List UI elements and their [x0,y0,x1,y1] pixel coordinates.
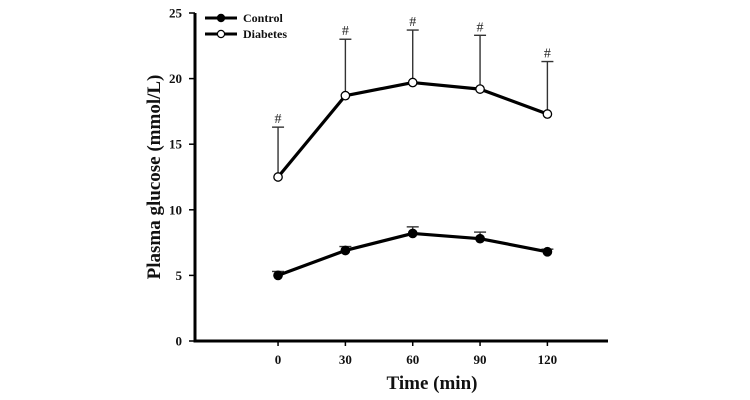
control-data-point [542,246,553,257]
y-axis-title: Plasma glucose (mmol/L) [144,75,165,280]
x-tick-label: 120 [538,352,558,367]
legend-control-marker [216,13,226,23]
y-tick-label: 15 [169,137,183,152]
diabetes-data-point [475,84,485,94]
legend-diabetes-label: Diabetes [243,27,287,41]
diabetes-significance-mark: # [275,112,282,127]
diabetes-data-point [542,109,553,119]
diabetes-significance-mark: # [544,47,551,62]
diabetes-significance-mark: # [409,15,416,30]
error-bars [272,29,554,276]
diabetes-data-point [407,77,418,88]
x-tick-label: 30 [339,352,352,367]
diabetes-data-point [340,90,351,101]
y-tick-label: 10 [169,202,182,217]
y-tick-label: 0 [176,334,183,349]
y-tick-label: 20 [169,71,182,86]
control-data-point [273,270,283,281]
x-axis-title: Time (min) [387,373,478,394]
control-data-point [340,245,351,256]
diabetes-data-point [273,172,283,182]
x-tick-label: 0 [275,352,282,367]
x-tick-label: 90 [474,352,487,367]
control-data-point [407,228,418,239]
y-tick-label: 25 [169,6,183,21]
diabetes-series-line [276,80,548,179]
legend: Control Diabetes [205,11,287,41]
legend-control-label: Control [243,11,283,25]
control-data-point [475,233,485,244]
series-markers [273,77,553,281]
axes: 0 5 10 15 20 25 0 30 60 90 120 [169,6,608,367]
y-tick-label: 5 [176,268,183,283]
significance-marks: # # # # # [275,15,551,127]
diabetes-significance-mark: # [477,20,484,35]
series-lines [276,80,548,277]
control-series-line [277,231,548,277]
x-tick-label: 60 [406,352,419,367]
legend-diabetes-marker [216,29,226,39]
diabetes-significance-mark: # [342,24,349,39]
